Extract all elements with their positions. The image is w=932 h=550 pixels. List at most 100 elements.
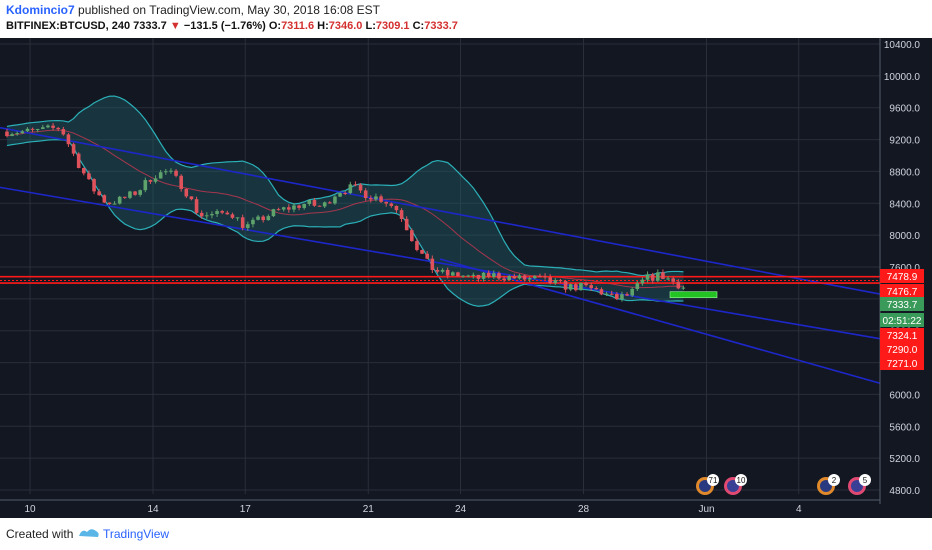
candle — [502, 275, 506, 283]
candle — [353, 181, 358, 187]
candle — [5, 128, 9, 138]
tradingview-brand-link[interactable]: TradingView — [103, 527, 170, 541]
price-chart[interactable]: 10400.0 10000.0 9600.0 9200.0 8800.0 8400.0 80… — [0, 38, 932, 518]
time-axis[interactable]: 10 14 17 21 24 28 Jun 4 — [0, 499, 880, 515]
price-tag-resistance-top: 7478.9 — [880, 269, 924, 283]
candle-body — [15, 133, 19, 135]
candle-body — [430, 258, 435, 270]
event-badge-0[interactable]: 71 — [696, 474, 719, 495]
candle-body — [164, 171, 168, 173]
candle-body — [594, 288, 599, 290]
candle — [430, 255, 435, 274]
time-axis-tick-label: 10 — [24, 504, 36, 515]
event-badge-3[interactable]: 5 — [848, 474, 871, 495]
candle — [609, 290, 614, 296]
svg-text:7333.7: 7333.7 — [887, 300, 918, 311]
candle-body — [312, 200, 317, 206]
candle — [404, 216, 409, 231]
candle — [440, 268, 445, 274]
candle-body — [645, 274, 650, 280]
grid — [0, 38, 880, 494]
candle — [317, 205, 322, 207]
candle-body — [435, 269, 440, 272]
candle-body — [640, 279, 645, 284]
candle — [225, 210, 230, 215]
candle — [553, 278, 558, 285]
candle — [292, 203, 296, 213]
candle — [527, 276, 532, 283]
candle — [56, 126, 60, 132]
price-axis-tick-label: 10000.0 — [884, 72, 921, 83]
countdown-tag: 02:51:22 — [880, 313, 924, 327]
candle-body — [486, 272, 491, 278]
svg-text:10: 10 — [737, 476, 746, 485]
candle-body — [656, 272, 660, 281]
candle-body — [148, 180, 153, 182]
target-box — [669, 291, 718, 298]
candle — [456, 271, 460, 277]
candle-body — [363, 190, 368, 199]
candle — [558, 278, 563, 284]
candle-body — [256, 216, 260, 220]
candle-body — [343, 192, 347, 194]
candle — [25, 127, 30, 133]
candle-body — [281, 207, 286, 210]
candle — [328, 201, 332, 204]
author-link[interactable]: Kdomincio7 — [6, 3, 75, 17]
candle — [61, 126, 66, 136]
candle-body — [184, 188, 189, 197]
candle-body — [563, 281, 568, 290]
candle-body — [466, 275, 470, 277]
symbol-label[interactable]: BITFINEX:BTCUSD, 240 — [6, 20, 131, 32]
price-axis-tick-label: 7600.0 — [889, 263, 920, 274]
candle-body — [358, 184, 363, 191]
candle-body — [497, 273, 501, 279]
change-arrow-icon: ▼ — [169, 20, 181, 32]
low-label: L: — [365, 20, 376, 32]
candle — [102, 194, 107, 204]
candle — [174, 169, 178, 178]
time-axis-tick-label: 21 — [363, 504, 375, 515]
candle-body — [579, 282, 583, 291]
candle — [522, 274, 527, 282]
candle — [312, 197, 317, 207]
channel-lower-line — [439, 258, 881, 385]
candle-body — [671, 278, 675, 282]
price-tag-resistance-bottom: 7476.7 — [880, 284, 924, 298]
event-badge-1[interactable]: 10 — [724, 474, 747, 495]
price-axis-tick-label: 8000.0 — [889, 231, 920, 242]
candle-body — [471, 274, 476, 276]
candle — [82, 167, 86, 176]
candle — [189, 196, 194, 201]
candle — [246, 221, 250, 231]
candle-body — [230, 214, 235, 218]
candle — [384, 201, 388, 207]
candle-body — [512, 276, 517, 279]
svg-text:7271.0: 7271.0 — [887, 359, 918, 370]
candle-body — [548, 277, 552, 284]
candle — [138, 189, 142, 197]
candle — [148, 179, 153, 184]
candle — [394, 205, 399, 213]
candle-body — [179, 175, 183, 189]
event-badges[interactable]: 71 10 2 5 — [696, 474, 871, 495]
candle — [302, 203, 306, 210]
candle — [235, 217, 240, 221]
candle — [671, 276, 675, 285]
candle-body — [609, 293, 614, 295]
chart-area[interactable]: 10400.0 10000.0 9600.0 9200.0 8800.0 8400.0 80… — [0, 38, 932, 518]
tradingview-logo-icon[interactable] — [78, 526, 100, 540]
chart-header: Kdomincio7 published on TradingView.com,… — [0, 0, 932, 38]
price-axis-tick-label: 4800.0 — [889, 486, 920, 497]
candle — [507, 274, 511, 281]
candle — [184, 188, 189, 199]
candle — [41, 124, 45, 130]
event-badge-2[interactable]: 2 — [817, 474, 840, 495]
high-label: H: — [317, 20, 329, 32]
candle — [133, 190, 137, 196]
candle — [415, 238, 419, 252]
candle-body — [440, 269, 445, 272]
candle-body — [138, 190, 142, 195]
candle-body — [492, 273, 496, 278]
channel-upper-line — [0, 126, 881, 295]
